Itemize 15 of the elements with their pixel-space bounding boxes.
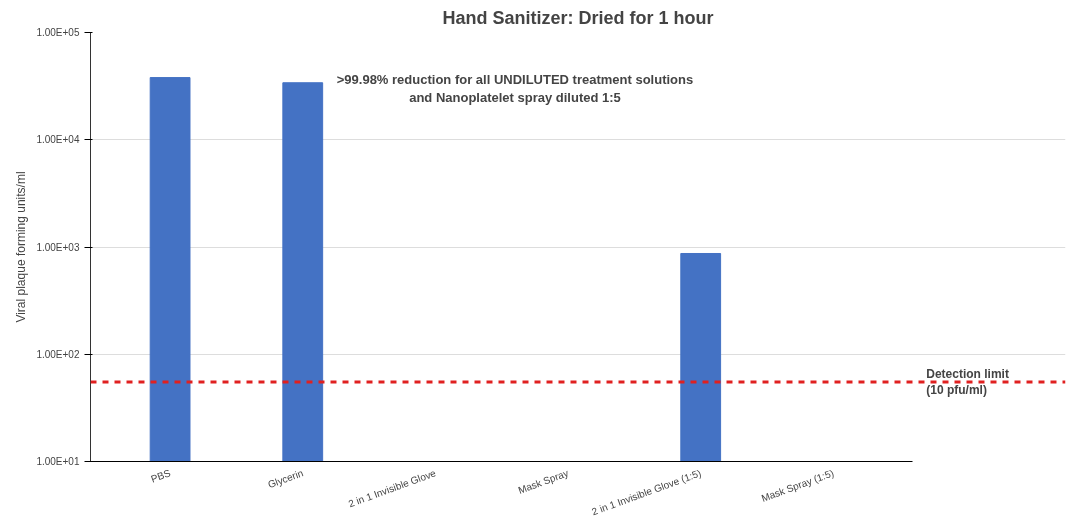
annotation: >99.98% reduction for all UNDILUTED treatment solutions and Nanoplatelet spray diluted 1:5 — [336, 72, 694, 106]
y-tick-label: 1.00E+01 — [36, 456, 80, 467]
y-tick-label: 1.00E+03 — [36, 241, 80, 253]
x-tick-label: Mask Spray — [516, 467, 570, 496]
x-tick-label: 2 in 1 Invisible Glove — [346, 467, 438, 510]
ref-line-label: Detection limit (10 pfu/ml) — [926, 366, 1009, 398]
chart-title: Hand Sanitizer: Dried for 1 hour — [442, 7, 714, 28]
x-tick-label: PBS — [149, 467, 173, 485]
x-tick-label: Mask Spray (1:5) — [759, 467, 836, 504]
y-tick-label: 1.00E+02 — [36, 348, 80, 360]
y-axis-title: Viral plaque forming units/ml — [14, 171, 29, 323]
x-tick-label: 2 in 1 Invisible Glove (1:5) — [590, 467, 703, 518]
x-tick-label: Glycerin — [266, 467, 305, 491]
y-tick-label: 1.00E+04 — [36, 134, 80, 146]
y-tick-label: 1.00E+05 — [36, 27, 80, 38]
